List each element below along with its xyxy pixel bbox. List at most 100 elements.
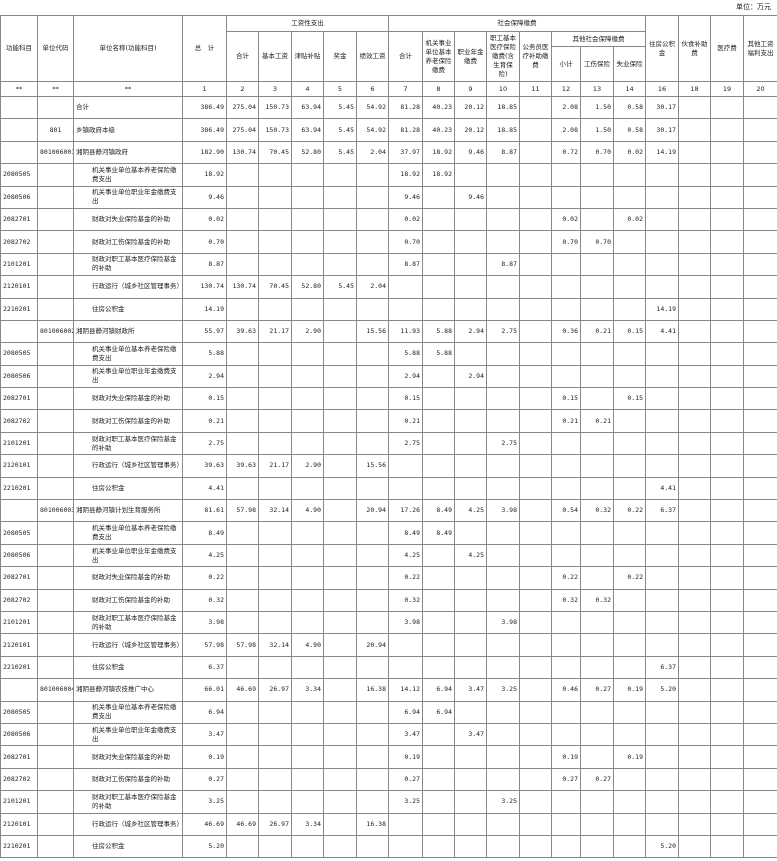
value-cell: 2.75 — [388, 431, 423, 456]
value-cell — [519, 566, 552, 590]
subject-row: 2080506 机关事业单位职业年金缴费支出 9.46 9.46 9.46 — [0, 185, 777, 209]
value-cell: 150.73 — [258, 95, 292, 120]
value-cell: 0.22 — [613, 566, 646, 590]
value-cell — [551, 252, 581, 277]
value-cell — [678, 566, 711, 590]
value-cell: 0.32 — [182, 588, 227, 612]
func-subject-cell: 2210201 — [0, 655, 38, 680]
value-cell: 4.41 — [645, 319, 679, 344]
value-cell — [678, 543, 711, 568]
value-cell: 0.70 — [388, 230, 423, 254]
value-cell — [291, 790, 324, 814]
value-cell: 0.19 — [182, 745, 227, 769]
value-cell: 3.25 — [486, 678, 520, 702]
value-cell — [710, 387, 744, 411]
value-cell — [291, 655, 324, 680]
value-cell — [258, 252, 292, 277]
value-cell — [710, 722, 744, 747]
value-cell: 39.63 — [226, 454, 259, 478]
value-cell — [743, 790, 777, 814]
unit-code-cell — [37, 790, 74, 814]
value-cell: 5.45 — [323, 118, 357, 142]
value-cell — [645, 745, 679, 769]
value-cell — [678, 454, 711, 478]
value-cell — [422, 767, 455, 792]
value-cell — [291, 409, 324, 433]
value-cell — [356, 207, 389, 232]
unit-code-cell — [37, 431, 74, 456]
value-cell: 2.90 — [291, 319, 324, 344]
value-cell: 6.37 — [645, 499, 679, 523]
summary-row: 801 乡镇政府本级 386.49 275.04 150.73 63.94 5.45 54.9… — [0, 118, 777, 142]
value-cell — [519, 230, 552, 254]
unit-name-cell: 财政对失业保险基金的补助 — [73, 207, 183, 232]
value-cell: 2.75 — [182, 431, 227, 456]
value-cell: 81.28 — [388, 118, 423, 142]
value-cell: 21.17 — [258, 454, 292, 478]
value-cell: 0.22 — [613, 499, 646, 523]
unit-row: 801006001 湘阴县静河镇政府 182.90 130.74 70.45 52.80 5… — [0, 140, 777, 165]
value-cell — [519, 722, 552, 747]
value-cell — [486, 588, 520, 612]
subject-row: 2120101 行政运行（城乡社区管理事务） 39.63 39.63 21.17 2.90… — [0, 454, 777, 478]
func-subject-cell: 2082702 — [0, 767, 38, 792]
unit-code-cell — [37, 521, 74, 545]
value-cell — [486, 275, 520, 299]
value-cell — [226, 790, 259, 814]
value-cell — [710, 431, 744, 456]
unit-row: 801006002 湘阴县静河镇财政所 55.97 39.63 21.17 2.90 15.… — [0, 319, 777, 344]
value-cell: 14.12 — [388, 678, 423, 702]
value-cell — [551, 364, 581, 389]
value-cell — [710, 521, 744, 545]
func-subject-cell: 2080505 — [0, 163, 38, 187]
value-cell — [226, 655, 259, 680]
value-cell — [743, 521, 777, 545]
value-cell — [580, 342, 614, 366]
value-cell — [323, 745, 357, 769]
value-cell — [613, 364, 646, 389]
value-cell — [486, 543, 520, 568]
unit-code-cell — [37, 543, 74, 568]
value-cell — [613, 409, 646, 433]
value-cell: 5.88 — [182, 342, 227, 366]
value-cell: 14.19 — [645, 297, 679, 321]
value-cell — [422, 745, 455, 769]
value-cell — [291, 722, 324, 747]
value-cell — [291, 745, 324, 769]
value-cell: 5.88 — [422, 319, 455, 344]
value-cell — [678, 834, 711, 859]
value-cell: 18.85 — [486, 95, 520, 120]
value-cell — [519, 588, 552, 612]
value-cell — [645, 409, 679, 433]
subject-row: 2101201 财政对职工基本医疗保险基金的补助 8.87 8.87 8.87 — [0, 252, 777, 277]
value-cell — [743, 476, 777, 501]
value-cell: 2.75 — [486, 431, 520, 456]
value-cell: 30.17 — [645, 95, 679, 120]
value-cell — [710, 834, 744, 859]
value-cell — [291, 700, 324, 724]
value-cell — [743, 387, 777, 411]
value-cell — [258, 207, 292, 232]
value-cell — [323, 767, 357, 792]
value-cell — [710, 745, 744, 769]
value-cell: 20.94 — [356, 499, 389, 523]
value-cell — [258, 163, 292, 187]
value-cell — [678, 118, 711, 142]
value-cell — [422, 812, 455, 836]
unit-name-cell: 湘阴县静河镇政府 — [73, 140, 183, 165]
value-cell — [743, 722, 777, 747]
value-cell: 3.98 — [182, 610, 227, 635]
value-cell — [258, 521, 292, 545]
value-cell: 46.69 — [226, 812, 259, 836]
subject-row: 2082701 财政对失业保险基金的补助 0.19 0.19 0.19 0.19 — [0, 745, 777, 769]
value-cell: 39.63 — [182, 454, 227, 478]
value-cell — [613, 476, 646, 501]
subject-row: 2082702 财政对工伤保险基金的补助 0.21 0.21 0.21 0.21 — [0, 409, 777, 433]
value-cell: 9.46 — [454, 185, 487, 209]
value-cell — [645, 521, 679, 545]
value-cell — [613, 700, 646, 724]
unit-name-cell: 机关事业单位职业年金缴费支出 — [73, 364, 183, 389]
value-cell — [519, 521, 552, 545]
value-cell — [678, 655, 711, 680]
value-cell: 3.47 — [454, 678, 487, 702]
